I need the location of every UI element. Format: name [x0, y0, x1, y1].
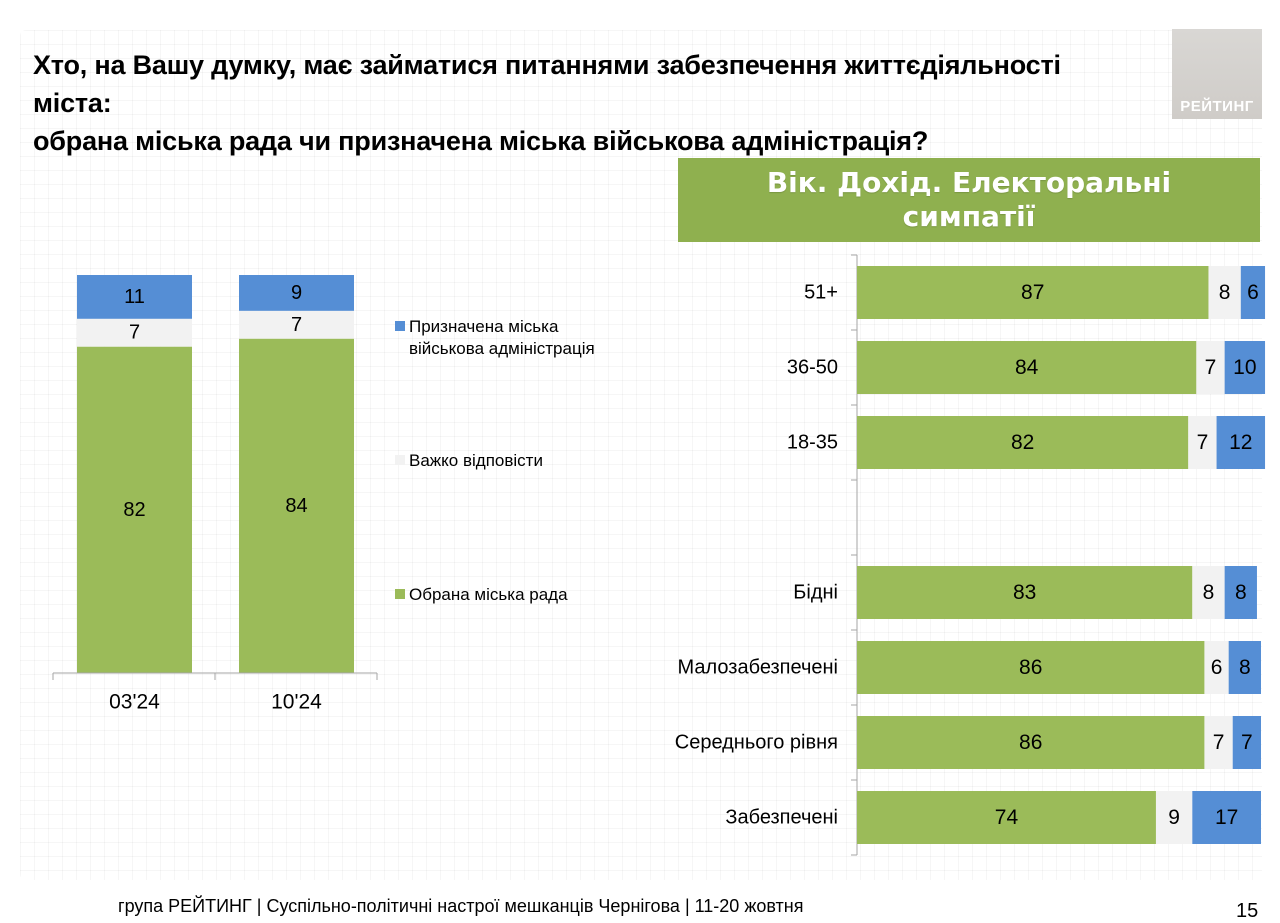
row-bar-2-1 — [1188, 416, 1217, 469]
row-bar-label-5-0: 86 — [1019, 656, 1042, 679]
legend-item-admin: Призначена міська військова адміністраці… — [395, 316, 595, 360]
y-tick-label-1: 36-50 — [787, 357, 838, 379]
y-tick-label-6: Середнього рівня — [675, 732, 838, 754]
row-bar-label-1-2: 10 — [1233, 356, 1256, 379]
slide-title-line-2: обрана міська рада чи призначена міська … — [33, 126, 929, 156]
row-bar-6-0 — [857, 716, 1205, 769]
row-bar-0-2 — [1240, 266, 1266, 319]
col-bar-label-0-2: 11 — [124, 286, 145, 308]
row-bar-label-2-1: 7 — [1197, 431, 1209, 454]
row-bar-4-1 — [1192, 566, 1225, 619]
row-bar-5-1 — [1204, 641, 1229, 694]
x-tick-label-1: 10'24 — [271, 691, 322, 714]
y-tick-label-4: Бідні — [793, 582, 838, 604]
footer-text: група РЕЙТИНГ | Суспільно-політичні наст… — [118, 896, 804, 916]
legend-swatch-hard — [395, 455, 405, 465]
rating-logo-text: РЕЙТИНГ — [1180, 98, 1254, 115]
segment-banner-line-1: Вік. Дохід. Електоральні — [766, 166, 1172, 199]
row-bar-7-2 — [1192, 791, 1261, 844]
slide-title-line-1: Хто, на Вашу думку, має займатися питанн… — [33, 50, 1061, 118]
x-tick-label-0: 03'24 — [109, 691, 160, 714]
row-bar-label-2-2: 12 — [1229, 431, 1252, 454]
row-bar-label-2-0: 82 — [1011, 431, 1034, 454]
legend-item-council: Обрана міська рада — [395, 584, 568, 606]
legend-item-hard: Важко відповісти — [395, 450, 543, 472]
row-bar-5-0 — [857, 641, 1205, 694]
col-bar-1-2 — [239, 275, 354, 311]
row-bar-label-4-2: 8 — [1235, 581, 1247, 604]
row-bar-2-0 — [857, 416, 1189, 469]
row-bar-label-1-1: 7 — [1205, 356, 1217, 379]
legend-swatch-admin — [395, 321, 405, 331]
row-bar-label-6-1: 7 — [1213, 731, 1225, 754]
col-bar-label-1-0: 84 — [285, 495, 307, 517]
row-bar-1-1 — [1196, 341, 1225, 394]
row-bar-1-2 — [1224, 341, 1266, 394]
slide-title: Хто, на Вашу думку, має займатися питанн… — [33, 46, 1143, 160]
row-bar-6-1 — [1204, 716, 1233, 769]
row-bar-label-6-0: 86 — [1019, 731, 1042, 754]
col-bar-1-1 — [239, 310, 354, 339]
segment-banner-line-2: симпатії — [902, 200, 1036, 233]
segment-banner: Вік. Дохід. Електоральні симпатії — [678, 158, 1260, 242]
col-bar-label-1-1: 7 — [291, 314, 302, 336]
row-bar-7-0 — [857, 791, 1156, 844]
row-bar-4-0 — [857, 566, 1193, 619]
col-bar-1-0 — [239, 338, 354, 673]
row-bar-0-0 — [857, 266, 1209, 319]
row-bar-5-2 — [1228, 641, 1261, 694]
row-bar-label-7-2: 17 — [1215, 806, 1238, 829]
row-bar-6-2 — [1232, 716, 1261, 769]
row-bar-label-4-0: 83 — [1013, 581, 1036, 604]
legend-swatch-council — [395, 589, 405, 599]
legend-label-admin-line-2: військова адміністрація — [409, 339, 595, 358]
row-bar-0-1 — [1208, 266, 1241, 319]
row-bar-label-1-0: 84 — [1015, 356, 1039, 379]
row-bar-1-0 — [857, 341, 1197, 394]
row-bar-label-0-2: 6 — [1247, 281, 1259, 304]
row-bar-label-7-0: 74 — [995, 806, 1019, 829]
y-tick-label-2: 18-35 — [787, 432, 838, 454]
y-tick-label-5: Малозабезпечені — [678, 657, 839, 679]
col-bar-label-0-1: 7 — [129, 322, 140, 344]
y-tick-label-0: 51+ — [804, 282, 838, 304]
legend-label-council: Обрана міська рада — [409, 585, 568, 604]
row-bar-4-2 — [1224, 566, 1257, 619]
row-bar-label-5-2: 8 — [1239, 656, 1251, 679]
page-number: 15 — [1236, 900, 1259, 922]
row-bar-label-0-1: 8 — [1219, 281, 1231, 304]
col-bar-label-1-2: 9 — [291, 282, 302, 304]
y-tick-label-7: Забезпечені — [725, 807, 838, 829]
legend-label-hard: Важко відповісти — [409, 451, 543, 470]
row-bar-label-6-2: 7 — [1241, 731, 1253, 754]
col-bar-0-2 — [77, 275, 192, 319]
col-bar-0-0 — [77, 346, 192, 673]
col-bar-0-1 — [77, 318, 192, 347]
row-bar-label-5-1: 6 — [1211, 656, 1223, 679]
col-bar-label-0-0: 82 — [123, 499, 145, 521]
rating-logo: РЕЙТИНГ — [1172, 29, 1262, 119]
row-bar-label-7-1: 9 — [1168, 806, 1180, 829]
legend-label-admin-line-1: Призначена міська — [409, 317, 559, 336]
row-bar-2-2 — [1216, 416, 1266, 469]
row-bar-label-4-1: 8 — [1203, 581, 1215, 604]
row-bar-7-1 — [1155, 791, 1193, 844]
row-bar-label-0-0: 87 — [1021, 281, 1044, 304]
